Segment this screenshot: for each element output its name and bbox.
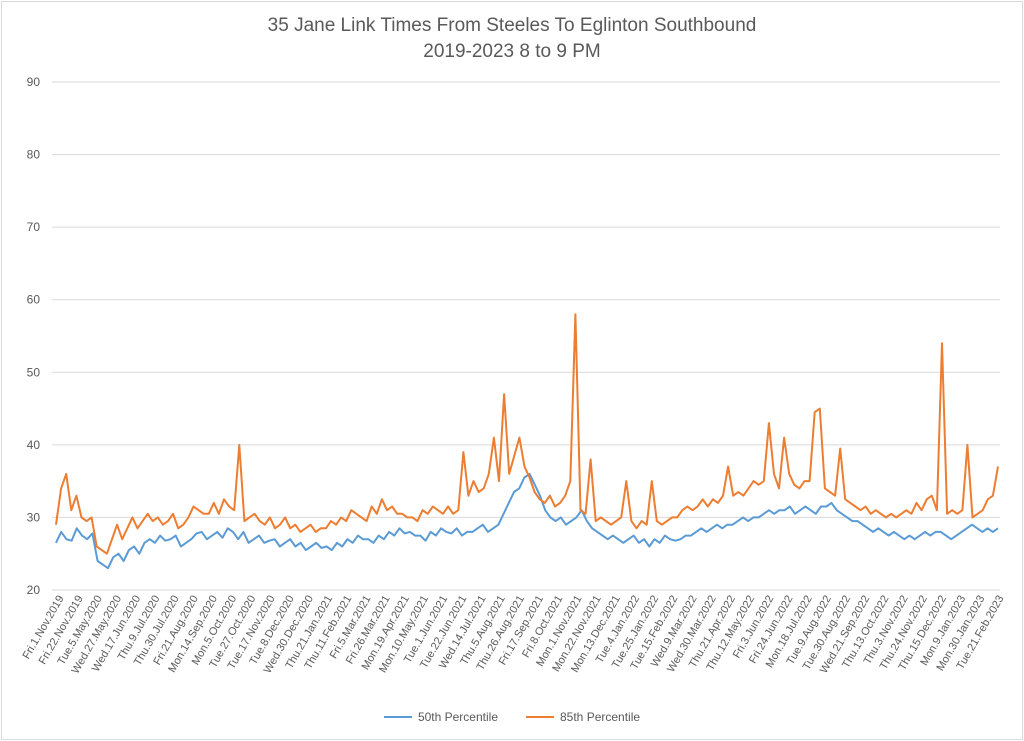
- chart-title: 35 Jane Link Times From Steeles To Eglin…: [267, 15, 757, 36]
- y-tick-label: 80: [27, 148, 41, 162]
- legend-item-50th: 50th Percentile: [383, 710, 498, 724]
- legend-swatch-85th: [526, 716, 554, 718]
- y-tick-label: 60: [27, 293, 41, 307]
- legend-swatch-50th: [383, 716, 412, 718]
- series-50th-percentile-line: [55, 472, 999, 570]
- chart-legend: 50th Percentile 85th Percentile: [0, 710, 1024, 724]
- series-85th-percentile-line: [55, 313, 999, 555]
- y-tick-label: 70: [27, 220, 41, 234]
- y-tick-label: 40: [27, 438, 41, 452]
- legend-label-50th: 50th Percentile: [417, 710, 498, 724]
- legend-item-85th: 85th Percentile: [526, 710, 640, 724]
- legend-label-85th: 85th Percentile: [560, 710, 641, 724]
- y-tick-label: 30: [27, 510, 41, 524]
- y-tick-label: 90: [27, 75, 41, 89]
- chart-subtitle: 2019-2023 8 to 9 PM: [423, 41, 601, 62]
- y-tick-label: 20: [27, 583, 41, 597]
- y-tick-label: 50: [27, 365, 41, 379]
